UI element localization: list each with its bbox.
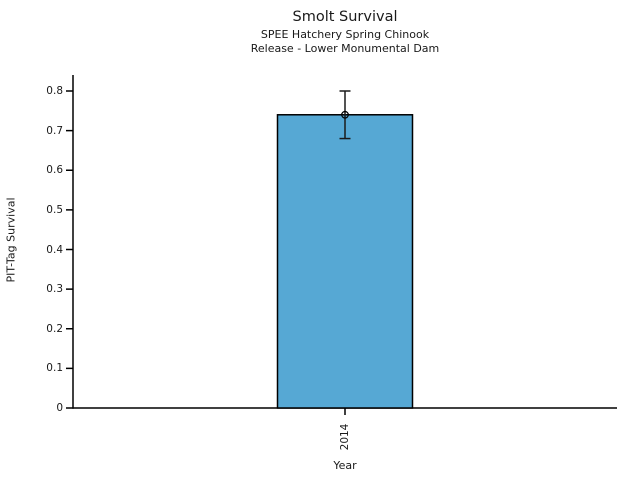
x-tick-label: 2014 bbox=[339, 423, 351, 451]
chart-subtitle-line1: SPEE Hatchery Spring Chinook bbox=[260, 28, 430, 41]
y-tick-label: 0.5 bbox=[46, 203, 63, 216]
y-tick-label: 0.1 bbox=[46, 362, 63, 375]
data-point-marker bbox=[341, 110, 349, 119]
y-tick-label: 0.3 bbox=[46, 283, 63, 296]
x-axis-label: Year bbox=[333, 459, 357, 472]
y-tick-label: 0.8 bbox=[46, 85, 63, 97]
y-tick-label: 0.2 bbox=[46, 322, 63, 335]
bar bbox=[276, 114, 414, 409]
y-tick-label: 0.4 bbox=[46, 243, 63, 256]
y-tick-label: 0 bbox=[56, 402, 63, 414]
chart-title: Smolt Survival bbox=[292, 9, 398, 25]
y-tick-label: 0.6 bbox=[46, 164, 63, 177]
chart-subtitle-line2: Release - Lower Monumental Dam bbox=[250, 42, 440, 55]
y-tick-label: 0.7 bbox=[46, 124, 63, 137]
